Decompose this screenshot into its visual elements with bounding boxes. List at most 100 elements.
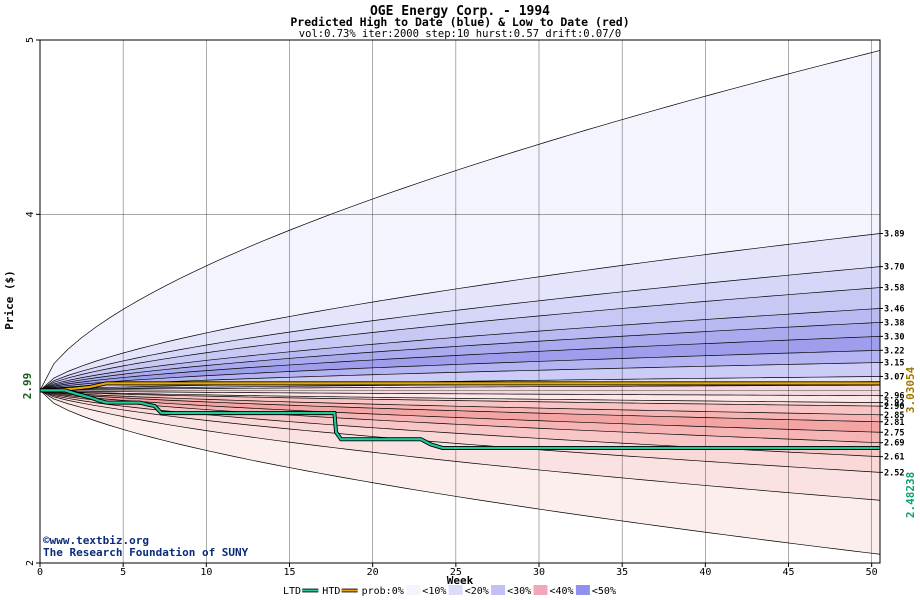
x-tick-label: 5 [120,567,126,578]
low-contour [39,390,881,501]
right-label: 3.38 [884,318,904,328]
htd-value-label: 3.03054 [904,366,917,413]
probability-bands [40,50,880,555]
x-tick-label: 15 [283,567,295,578]
right-label: 2.69 [884,439,904,449]
legend-swatch [575,585,590,595]
low-band [40,390,880,555]
right-label: 2.96 [884,392,904,402]
right-label: 3.15 [884,359,904,369]
right-label: 3.30 [884,332,904,342]
x-ticks: 0 5 10 15 20 25 30 35 40 45 50 [37,563,878,578]
high-contour [39,336,881,391]
low-contour [39,390,881,433]
low-band [40,390,880,473]
legend-label: <30% [507,586,531,597]
x-tick-label: 30 [533,567,545,578]
low-contour [39,390,881,555]
x-tick-label: 0 [37,567,43,578]
low-band [40,390,880,415]
x-tick-label: 35 [616,567,628,578]
ltd-line [40,389,880,450]
y-tick-label: 5 [25,37,36,43]
start-price-label: 2.99 [21,373,34,400]
plot-frame [39,39,881,564]
high-contour [39,362,881,391]
low-band [40,390,880,457]
high-contour [39,233,881,391]
x-tick-label: 45 [782,567,794,578]
right-label: 3.46 [884,304,904,314]
high-band [40,266,880,391]
series-lines [39,381,880,450]
high-contour [39,376,881,391]
legend-swatch [533,585,548,595]
y-ticks: 2 4 5 [25,37,40,566]
legend-swatch [406,585,421,595]
right-label: 2.52 [884,468,904,478]
right-label: 3.70 [884,263,904,273]
low-contour [39,390,881,396]
low-contour [39,390,881,423]
high-contour [39,308,881,391]
low-contour [39,390,881,407]
x-tick-label: 20 [367,567,379,578]
low-band [40,390,880,443]
x-tick-label: 10 [200,567,212,578]
ltd-value-label: 2.48238 [904,472,917,518]
right-label: 2.75 [884,428,904,438]
low-contour [39,390,881,473]
legend-label: <20% [465,586,489,597]
low-band [40,390,880,433]
chart-subtitle: Predicted High to Date (blue) & Low to D… [290,15,629,29]
right-label: 2.85 [884,411,904,421]
high-contour [39,349,881,391]
high-band [40,287,880,391]
x-tick-label: 50 [866,567,878,578]
htd-line [39,382,880,392]
low-band [40,390,880,403]
right-label: 3.22 [884,346,904,356]
right-label: 3.07 [884,372,904,382]
high-band [40,350,880,391]
high-contour [39,50,881,391]
right-label: 3.58 [884,284,904,294]
low-band [40,390,880,407]
high-contour [39,384,881,391]
high-band [40,50,880,391]
chart-params: vol:0.73% iter:2000 step:10 hurst:0.57 d… [299,28,621,40]
low-contour [39,390,881,403]
x-axis-label: Week [447,574,474,587]
legend-label: LTD [283,586,301,597]
low-band [40,390,880,501]
right-label: 2.90 [884,402,904,412]
legend-swatch [448,585,463,595]
y-axis-label: Price ($) [3,270,16,330]
x-tick-label: 25 [450,567,462,578]
plot-border [39,39,881,564]
high-band [40,322,880,391]
right-label: 2.92 [884,399,904,409]
y-tick-label: 4 [25,211,36,217]
chart-title: OGE Energy Corp. - 1994 [370,4,550,19]
right-label: 2.81 [884,418,904,428]
credit-foundation: The Research Foundation of SUNY [43,546,249,559]
credit-website: ©www.textbiz.org [43,534,149,547]
high-contour [39,287,881,391]
legend-label: HTD [322,586,340,597]
low-contour [39,390,881,416]
right-label: 3.89 [884,230,904,240]
low-contour [39,390,881,444]
low-band [40,390,880,422]
right-label: 2.61 [884,453,904,463]
high-band [40,336,880,391]
high-contour [39,322,881,391]
legend-label: <10% [422,586,446,597]
y-tick-label: 2 [25,560,36,566]
high-band [40,308,880,391]
legend: LTD HTD prob:0% <10% <20% <30% <40% <50% [283,585,616,597]
legend-label: prob:0% [362,586,404,597]
legend-label: <50% [592,586,616,597]
legend-label: <40% [550,586,574,597]
